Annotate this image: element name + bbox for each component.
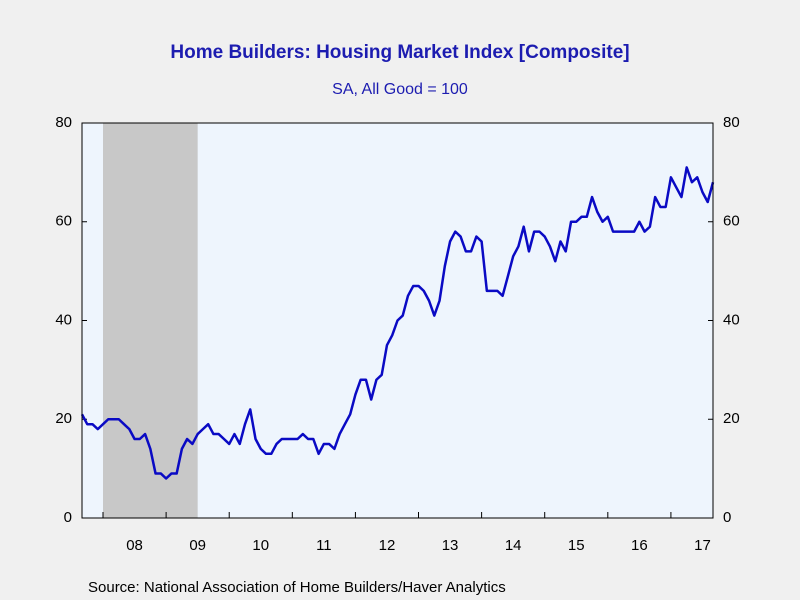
recession-shade	[103, 123, 198, 518]
x-tick-label: 14	[505, 537, 522, 554]
y2-tick-label: 0	[723, 509, 731, 526]
x-tick-label: 10	[252, 537, 269, 554]
y-tick-label: 60	[55, 213, 72, 230]
x-tick-label: 11	[316, 537, 332, 554]
chart-title: Home Builders: Housing Market Index [Com…	[170, 42, 629, 63]
y-tick-label: 80	[55, 114, 72, 131]
x-tick-label: 17	[694, 537, 711, 554]
x-tick-label: 15	[568, 537, 585, 554]
y2-tick-label: 20	[723, 410, 740, 427]
y-tick-label: 20	[55, 410, 72, 427]
source: Source: National Association of Home Bui…	[88, 579, 506, 596]
y2-tick-label: 40	[723, 311, 740, 328]
x-tick-label: 08	[126, 537, 143, 554]
y2-tick-label: 60	[723, 213, 740, 230]
plot-frame	[81, 122, 714, 519]
x-tick-label: 13	[442, 537, 459, 554]
y-tick-label: 40	[55, 311, 72, 328]
x-tick-label: 16	[631, 537, 648, 554]
x-tick-label: 09	[189, 537, 206, 554]
y-tick-label: 0	[64, 509, 72, 526]
data-line	[80, 166, 715, 480]
chart-subtitle: SA, All Good = 100	[332, 81, 468, 98]
x-tick-label: 12	[379, 537, 396, 554]
y2-tick-label: 80	[723, 114, 740, 131]
